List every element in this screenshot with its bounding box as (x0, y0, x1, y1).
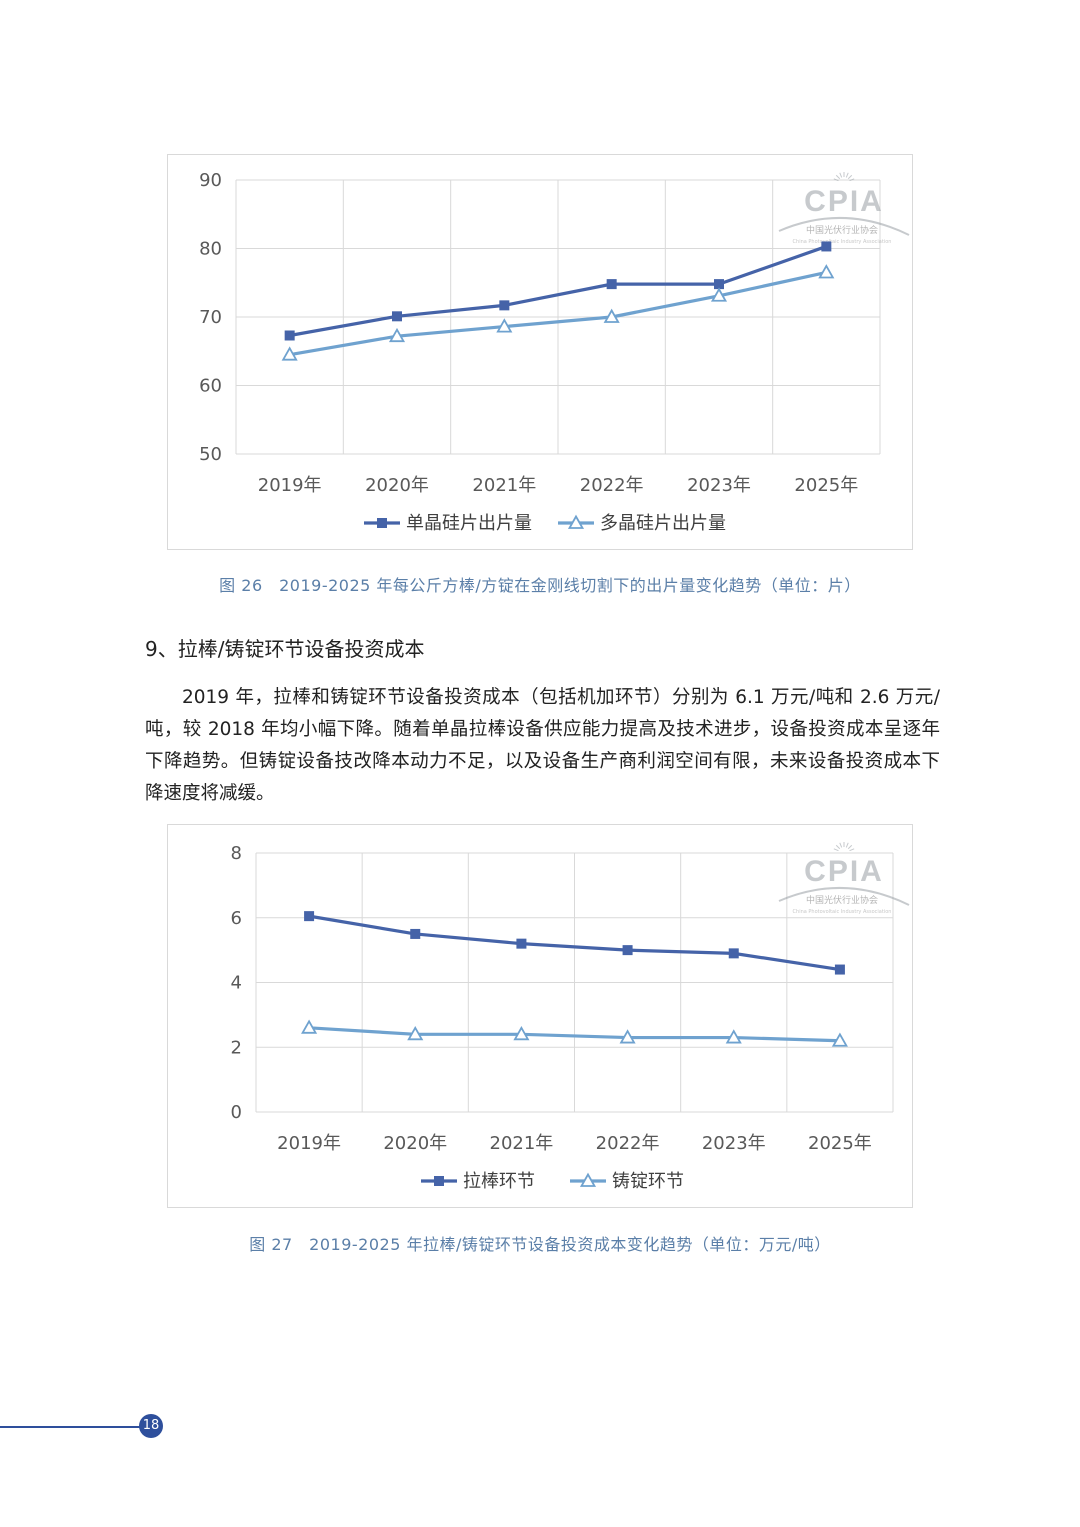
footer-line (0, 1426, 140, 1428)
data-point-series-2 (513, 1025, 530, 1041)
data-point-series-1 (516, 938, 527, 949)
data-point-series-2 (496, 318, 513, 333)
data-point-series-2 (818, 264, 835, 279)
logo-subtitle: 中国光伏行业协会 (806, 224, 878, 236)
logo-sun-ray-icon (833, 848, 839, 852)
logo-subtitle-en: China Photovoltaic Industry Association (793, 239, 892, 245)
figure-caption-26: 图 26 2019-2025 年每公斤方棒/方锭在金刚线切割下的出片量变化趋势（… (219, 576, 861, 595)
x-tick-label: 2019年 (258, 475, 322, 496)
data-point-series-1 (714, 279, 724, 290)
data-point-series-2 (710, 287, 728, 302)
chart-fig27: 0 2 4 6 8 2019年 2020年 2021年 2022年 2023年 2025年 CPIA 中… (167, 824, 913, 1208)
legend-marker-1 (434, 1176, 444, 1186)
logo-sun-ray-icon (835, 844, 841, 850)
section-heading: 9、拉棒/铸锭环节设备投资成本 (145, 637, 425, 661)
x-tick-label: 2020年 (383, 1133, 447, 1154)
data-point-series-1 (622, 945, 633, 956)
y-tick-label: 4 (231, 973, 242, 994)
logo-subtitle: 中国光伏行业协会 (806, 894, 878, 906)
logo-swoosh-icon (778, 217, 910, 236)
legend-label-1: 拉棒环节 (463, 1171, 535, 1192)
x-tick-label: 2023年 (702, 1133, 766, 1154)
series-line-2 (308, 1026, 840, 1043)
data-point-series-1 (499, 300, 510, 311)
series-line-1 (308, 914, 841, 972)
data-point-series-1 (410, 928, 421, 939)
logo-text: CPIA (804, 185, 884, 218)
y-tick-label: 70 (199, 307, 222, 328)
logo-sun-ray-icon (845, 842, 849, 848)
section-paragraph: 2019 年，拉棒和铸锭环节设备投资成本（包括机加环节）分别为 6.1 万元/吨… (145, 687, 940, 804)
logo-subtitle-en: China Photovoltaic Industry Association (793, 909, 892, 915)
logo-text: CPIA (804, 855, 884, 888)
figure-caption-27: 图 27 2019-2025 年拉棒/铸锭环节设备投资成本变化趋势（单位：万元/… (249, 1235, 831, 1254)
y-tick-label: 90 (199, 170, 222, 191)
legend-marker-2 (579, 1172, 597, 1187)
cpia-logo: CPIA 中国光伏行业协会 China Photovoltaic Industry … (778, 172, 910, 245)
chart-legend: 单晶硅片出片量 多晶硅片出片量 (364, 513, 726, 534)
legend-label-1: 单晶硅片出片量 (406, 513, 532, 534)
chart-fig26-svg: 50 60 70 80 90 2019年 2020年 2021年 2022年 2023年 2025年… (199, 170, 910, 534)
data-point-series-1 (606, 279, 617, 290)
x-tick-label: 2025年 (794, 475, 858, 496)
chart-legend: 拉棒环节 铸锭环节 (421, 1171, 684, 1192)
legend-label-2: 多晶硅片出片量 (600, 513, 726, 534)
cpia-logo: CPIA 中国光伏行业协会 China Photovoltaic Industry … (778, 842, 910, 915)
data-point-series-2 (831, 1032, 848, 1047)
x-tick-label: 2025年 (808, 1133, 872, 1154)
logo-sun-ray-icon (839, 172, 843, 178)
chart-fig26: 50 60 70 80 90 2019年 2020年 2021年 2022年 2023年 2025年… (167, 154, 913, 550)
y-tick-label: 8 (231, 843, 242, 864)
data-point-series-1 (728, 948, 739, 959)
data-point-series-2 (603, 308, 620, 323)
x-tick-label: 2019年 (277, 1133, 341, 1154)
data-point-series-1 (834, 964, 845, 975)
data-point-series-1 (392, 311, 402, 322)
data-point-series-1 (284, 330, 295, 341)
y-tick-label: 0 (231, 1102, 242, 1123)
x-tick-label: 2022年 (580, 475, 644, 496)
x-tick-label: 2020年 (365, 475, 429, 496)
chart-fig27-svg: 0 2 4 6 8 2019年 2020年 2021年 2022年 2023年 2025年 CPIA 中… (231, 842, 910, 1192)
series-line-2 (289, 270, 827, 357)
x-tick-label: 2023年 (687, 475, 751, 496)
logo-sun-ray-icon (847, 844, 853, 850)
data-point-series-2 (407, 1025, 424, 1041)
y-tick-label: 80 (199, 239, 222, 260)
logo-swoosh-icon (778, 887, 910, 906)
logo-sun-ray-icon (847, 174, 853, 180)
data-point-series-2 (281, 346, 298, 361)
y-tick-label: 2 (231, 1037, 242, 1058)
logo-sun-ray-icon (849, 848, 855, 852)
logo-sun-ray-icon (845, 172, 849, 178)
legend-marker-2 (567, 514, 585, 529)
data-point-series-2 (388, 327, 406, 343)
series-line-1 (289, 244, 827, 338)
logo-sun-ray-icon (839, 842, 843, 848)
data-point-series-2 (725, 1029, 742, 1044)
data-point-series-1 (304, 911, 315, 922)
data-point-series-2 (301, 1019, 318, 1034)
legend-label-2: 铸锭环节 (612, 1171, 684, 1192)
page-number: 18 (139, 1414, 163, 1438)
x-tick-label: 2021年 (490, 1133, 554, 1154)
x-tick-label: 2022年 (596, 1133, 660, 1154)
y-tick-label: 6 (231, 908, 242, 929)
x-tick-label: 2021年 (472, 475, 536, 496)
legend-marker-1 (377, 518, 387, 528)
logo-sun-ray-icon (849, 178, 855, 182)
logo-sun-ray-icon (833, 178, 839, 182)
y-tick-label: 50 (199, 444, 222, 465)
logo-sun-ray-icon (835, 174, 841, 180)
data-point-series-1 (821, 241, 832, 252)
y-tick-label: 60 (199, 376, 222, 397)
data-point-series-2 (619, 1029, 636, 1044)
